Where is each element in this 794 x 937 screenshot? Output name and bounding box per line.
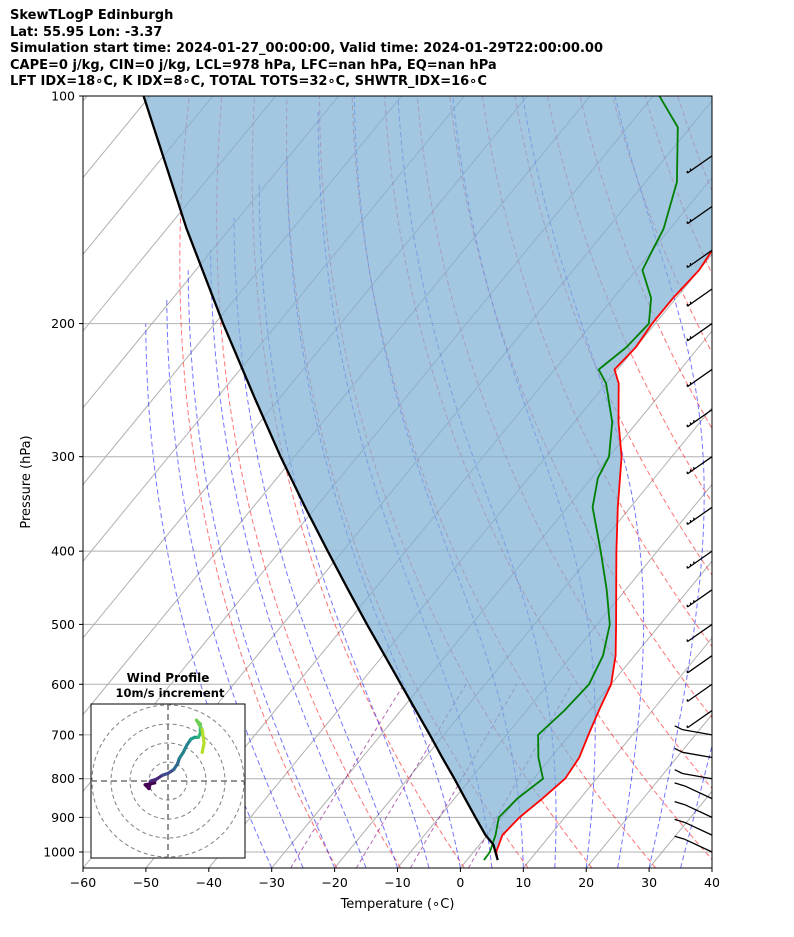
x-tick-label: −20 — [321, 875, 347, 890]
y-tick-label: 200 — [51, 316, 75, 331]
y-tick-label: 400 — [51, 544, 75, 559]
mixing-ratio-line — [290, 684, 405, 868]
location-text: Lat: 55.95 Lon: -3.37 — [10, 24, 163, 40]
wind-barb — [686, 155, 713, 174]
dry-adiabat-line — [709, 96, 712, 103]
moist-adiabat-line — [614, 96, 705, 868]
x-tick-label: −60 — [70, 875, 96, 890]
isotherm-line — [522, 637, 712, 868]
index-text: LFT IDX=18∘C, K IDX=8∘C, TOTAL TOTS=32∘C… — [10, 74, 487, 89]
wind-barb — [686, 288, 713, 307]
y-tick-label: 1000 — [43, 844, 75, 859]
temperature-profile-line — [495, 248, 712, 861]
hodograph-segment — [200, 741, 206, 755]
figure-header: SkewTLogP Edinburgh Lat: 55.95 Lon: -3.3… — [10, 8, 603, 91]
hodograph-segment — [200, 728, 206, 745]
y-tick-label: 800 — [51, 771, 75, 786]
y-tick-label: 500 — [51, 617, 75, 632]
y-tick-label: 300 — [51, 449, 75, 464]
wind-barb — [686, 710, 713, 729]
y-axis-label: Pressure (hPa) — [19, 435, 34, 528]
wind-barb — [686, 623, 713, 643]
time-text: Simulation start time: 2024-01-27_00:00:… — [10, 41, 603, 56]
isotherm-line — [83, 96, 88, 102]
y-tick-label: 900 — [51, 810, 75, 825]
isotherm-line — [83, 96, 277, 332]
dry-adiabat-line — [743, 96, 794, 868]
wind-barb — [686, 249, 713, 269]
x-tick-label: −10 — [384, 875, 410, 890]
parcel-profile-line — [142, 96, 499, 861]
wind-barb — [686, 205, 713, 225]
mixing-ratio-line — [409, 684, 518, 868]
dewpoint-profile-line — [483, 96, 679, 861]
wind-barb — [686, 506, 713, 526]
x-tick-label: 40 — [704, 875, 720, 890]
x-tick-label: −30 — [259, 875, 285, 890]
moist-adiabat-line — [145, 323, 273, 868]
x-tick-label: −40 — [196, 875, 222, 890]
x-tick-label: 0 — [456, 875, 464, 890]
wind-barb — [674, 725, 713, 736]
y-tick-label: 100 — [51, 89, 75, 104]
dry-adiabat-line — [179, 96, 338, 868]
dry-adiabat-line — [546, 96, 712, 504]
x-tick-label: −50 — [133, 875, 159, 890]
x-tick-label: 20 — [578, 875, 594, 890]
y-tick-label: 700 — [51, 727, 75, 742]
isotherm-line — [585, 713, 712, 868]
inset-subtitle: 10m/s increment — [116, 686, 225, 700]
moist-adiabat-line — [258, 182, 430, 868]
wind-barb — [674, 818, 713, 836]
cape-shading — [143, 96, 712, 861]
y-tick-label: 600 — [51, 677, 75, 692]
wind-barb — [674, 835, 713, 853]
wind-barb — [674, 801, 713, 818]
moist-adiabat-line — [711, 866, 712, 868]
wind-barb — [686, 683, 713, 703]
wind-barb — [686, 456, 713, 475]
wind-barb — [674, 782, 713, 800]
wind-barb — [686, 655, 713, 674]
moist-adiabat-line — [744, 96, 794, 868]
inset-title: Wind Profile — [127, 671, 210, 685]
wind-barb — [686, 323, 713, 342]
x-tick-label: 10 — [515, 875, 531, 890]
isotherm-line — [711, 867, 712, 868]
wind-barb — [686, 368, 713, 388]
moist-adiabat-line — [187, 270, 336, 868]
dry-adiabat-line — [775, 96, 794, 868]
figure-title: SkewTLogP Edinburgh — [10, 8, 174, 23]
wind-barb — [686, 550, 713, 569]
moist-adiabat-line — [166, 298, 304, 868]
x-axis-label: Temperature (∘C) — [340, 897, 455, 912]
isotherm-line — [83, 96, 214, 256]
cape-text: CAPE=0 j/kg, CIN=0 j/kg, LCL=978 hPa, LF… — [10, 57, 497, 73]
wind-barb — [674, 769, 713, 780]
wind-barb — [686, 409, 713, 428]
moist-adiabat-line — [210, 250, 367, 868]
x-tick-label: 30 — [641, 875, 657, 890]
hodograph-segment — [194, 718, 204, 732]
wind-barb — [674, 747, 713, 759]
wind-barb — [686, 589, 713, 608]
dry-adiabat-line — [251, 96, 465, 868]
